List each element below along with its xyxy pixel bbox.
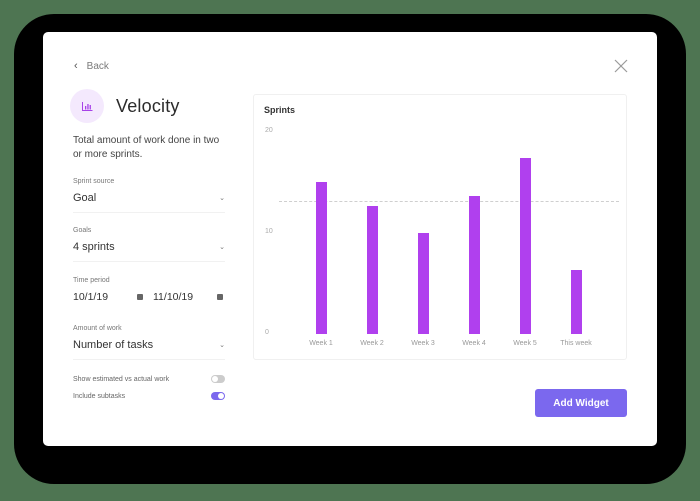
amount-of-work-field: Amount of work Number of tasks ⌄ xyxy=(73,325,225,360)
bar-plot-area: Week 1 Week 2 Week 3 Week 4 Week 5 This week xyxy=(279,132,619,347)
average-line xyxy=(279,201,619,202)
x-tick-label: Week 2 xyxy=(360,340,384,347)
velocity-widget-modal: ‹ Back Velocity Total amount of work don… xyxy=(43,32,657,446)
bar[interactable] xyxy=(315,182,327,334)
amount-of-work-select[interactable]: Number of tasks ⌄ xyxy=(73,339,225,360)
add-widget-button[interactable]: Add Widget xyxy=(535,389,627,417)
start-date-input[interactable]: 10/1/19 xyxy=(73,291,143,303)
x-tick-label: This week xyxy=(560,340,592,347)
calendar-icon[interactable] xyxy=(217,294,223,300)
y-tick: 10 xyxy=(265,228,273,235)
toggle-row-estimated: Show estimated vs actual work xyxy=(73,375,225,383)
bar[interactable] xyxy=(366,206,378,334)
toggle-label: Show estimated vs actual work xyxy=(73,375,170,383)
widget-description: Total amount of work done in two or more… xyxy=(73,135,220,160)
calendar-icon[interactable] xyxy=(137,294,143,300)
goals-value: 4 sprints xyxy=(73,241,115,253)
title-row: Velocity xyxy=(70,89,180,123)
toggle-label: Include subtasks xyxy=(73,392,126,400)
sprint-source-field: Sprint source Goal ⌄ xyxy=(73,178,225,213)
back-label: Back xyxy=(86,60,109,72)
start-date-value: 10/1/19 xyxy=(73,291,109,303)
chevron-down-icon: ⌄ xyxy=(219,195,225,202)
x-tick-label: Week 1 xyxy=(309,340,333,347)
chevron-down-icon: ⌄ xyxy=(219,342,225,349)
x-tick-label: Week 5 xyxy=(513,340,537,347)
chevron-left-icon: ‹ xyxy=(74,60,78,72)
chart-title: Sprints xyxy=(264,105,296,115)
chevron-down-icon: ⌄ xyxy=(219,244,225,251)
goals-field: Goals 4 sprints ⌄ xyxy=(73,227,225,262)
end-date-input[interactable]: 11/10/19 xyxy=(153,291,223,303)
close-icon[interactable] xyxy=(614,59,628,73)
time-period-field: Time period 10/1/19 11/10/19 xyxy=(73,277,223,303)
x-tick-label: Week 3 xyxy=(411,340,435,347)
include-subtasks-toggle[interactable] xyxy=(211,392,225,400)
sprint-source-value: Goal xyxy=(73,192,97,204)
page-title: Velocity xyxy=(116,95,180,116)
sprints-chart-card: Sprints 20 10 0 Week 1 Week 2 Week 3 Week 4… xyxy=(253,94,627,360)
time-period-label: Time period xyxy=(73,277,110,284)
goals-select[interactable]: 4 sprints ⌄ xyxy=(73,241,225,262)
amount-of-work-label: Amount of work xyxy=(73,325,122,332)
bar[interactable] xyxy=(468,196,480,334)
y-tick: 0 xyxy=(265,329,269,336)
sprint-source-select[interactable]: Goal ⌄ xyxy=(73,192,225,213)
bar-chart-icon xyxy=(70,89,104,123)
bar[interactable] xyxy=(519,158,531,334)
amount-of-work-value: Number of tasks xyxy=(73,339,154,351)
y-tick: 20 xyxy=(265,127,273,134)
back-button[interactable]: ‹ Back xyxy=(74,60,109,72)
end-date-value: 11/10/19 xyxy=(153,291,194,303)
estimated-vs-actual-toggle[interactable] xyxy=(211,375,225,383)
x-tick-label: Week 4 xyxy=(462,340,486,347)
bar[interactable] xyxy=(417,233,429,334)
goals-label: Goals xyxy=(73,227,92,234)
bar[interactable] xyxy=(570,270,582,334)
toggle-row-subtasks: Include subtasks xyxy=(73,392,225,400)
sprint-source-label: Sprint source xyxy=(73,178,115,185)
